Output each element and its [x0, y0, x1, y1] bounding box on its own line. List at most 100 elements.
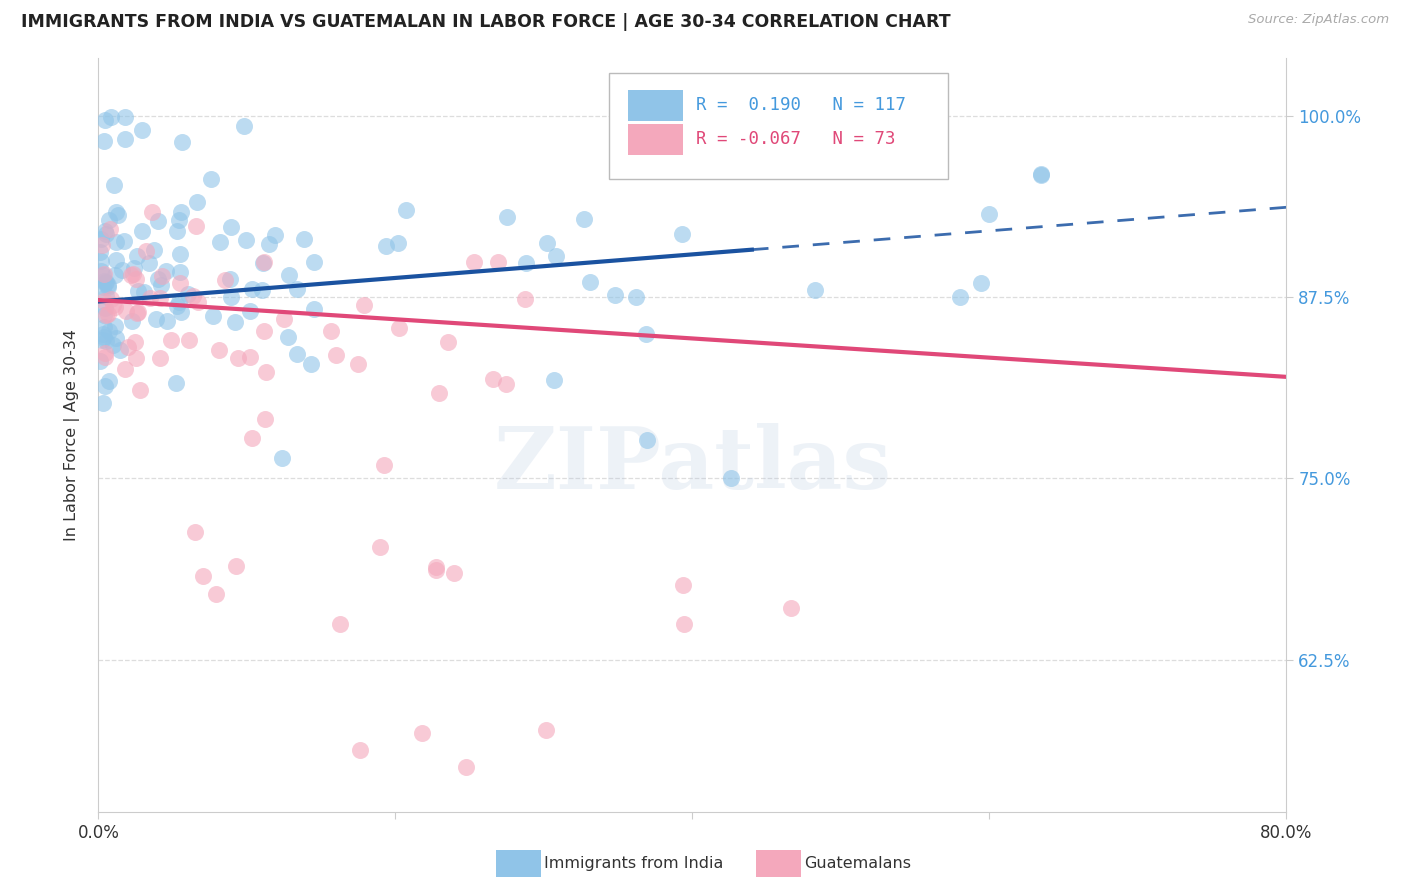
Point	[232, 119, 254, 133]
Point	[603, 287, 626, 301]
Point	[250, 283, 273, 297]
Text: Source: ZipAtlas.com: Source: ZipAtlas.com	[1249, 13, 1389, 27]
Point	[720, 471, 742, 485]
Point	[93, 274, 115, 288]
Point	[271, 450, 294, 465]
Point	[176, 287, 198, 301]
Point	[534, 723, 557, 737]
Point	[463, 255, 485, 269]
Point	[1029, 167, 1052, 181]
Point	[94, 334, 117, 348]
Point	[138, 291, 160, 305]
Point	[672, 577, 695, 591]
FancyBboxPatch shape	[628, 124, 683, 155]
Point	[93, 320, 115, 334]
Point	[578, 275, 600, 289]
Point	[219, 220, 242, 235]
Point	[193, 569, 215, 583]
Point	[187, 295, 209, 310]
Point	[536, 236, 558, 251]
Point	[395, 203, 418, 218]
Point	[1031, 168, 1053, 182]
Point	[495, 376, 517, 391]
Point	[204, 587, 226, 601]
Point	[302, 255, 325, 269]
Point	[169, 276, 191, 290]
Point	[152, 269, 174, 284]
Point	[543, 373, 565, 387]
Point	[219, 272, 242, 286]
Point	[125, 272, 148, 286]
Point	[238, 350, 260, 364]
Point	[114, 362, 136, 376]
Point	[121, 314, 143, 328]
Point	[235, 233, 257, 247]
Point	[146, 272, 169, 286]
Point	[101, 338, 124, 352]
Point	[263, 228, 285, 243]
Point	[277, 330, 299, 344]
Point	[89, 245, 111, 260]
Text: R = -0.067   N = 73: R = -0.067 N = 73	[696, 130, 896, 148]
Point	[94, 224, 117, 238]
Point	[252, 256, 274, 270]
Point	[636, 433, 658, 447]
Point	[156, 314, 179, 328]
Point	[166, 224, 188, 238]
Point	[93, 308, 115, 322]
FancyBboxPatch shape	[628, 90, 683, 121]
Point	[94, 301, 117, 316]
Point	[370, 540, 392, 554]
Point	[482, 372, 505, 386]
Point	[155, 263, 177, 277]
Point	[252, 254, 274, 268]
Point	[94, 379, 117, 393]
Point	[285, 281, 308, 295]
Point	[96, 309, 118, 323]
Point	[127, 306, 149, 320]
Point	[294, 232, 316, 246]
Point	[240, 431, 263, 445]
Point	[98, 221, 121, 235]
Point	[209, 235, 232, 250]
Point	[302, 301, 325, 316]
Point	[121, 267, 143, 281]
Point	[103, 178, 125, 193]
Point	[124, 335, 146, 350]
Point	[94, 350, 117, 364]
Point	[388, 320, 411, 334]
Point	[513, 292, 536, 306]
Point	[97, 278, 120, 293]
Point	[240, 282, 263, 296]
Point	[208, 343, 231, 357]
Point	[93, 327, 115, 342]
Point	[93, 294, 115, 309]
Point	[100, 292, 122, 306]
Point	[90, 231, 112, 245]
Point	[104, 268, 127, 283]
Point	[94, 289, 117, 303]
Point	[285, 346, 308, 360]
Point	[184, 219, 207, 233]
Point	[97, 280, 120, 294]
Point	[149, 277, 172, 292]
Point	[131, 123, 153, 137]
Point	[93, 277, 115, 291]
Point	[299, 357, 322, 371]
Text: R =  0.190   N = 117: R = 0.190 N = 117	[696, 96, 905, 114]
Point	[329, 617, 352, 632]
Point	[437, 335, 460, 350]
Point	[107, 208, 129, 222]
Point	[131, 224, 153, 238]
Point	[257, 236, 280, 251]
Point	[454, 759, 477, 773]
Point	[254, 365, 277, 379]
Point	[349, 743, 371, 757]
Point	[104, 235, 127, 249]
Point	[624, 290, 647, 304]
Point	[347, 357, 370, 371]
Point	[165, 376, 187, 390]
Point	[146, 213, 169, 227]
Point	[100, 110, 122, 124]
Point	[253, 324, 276, 338]
